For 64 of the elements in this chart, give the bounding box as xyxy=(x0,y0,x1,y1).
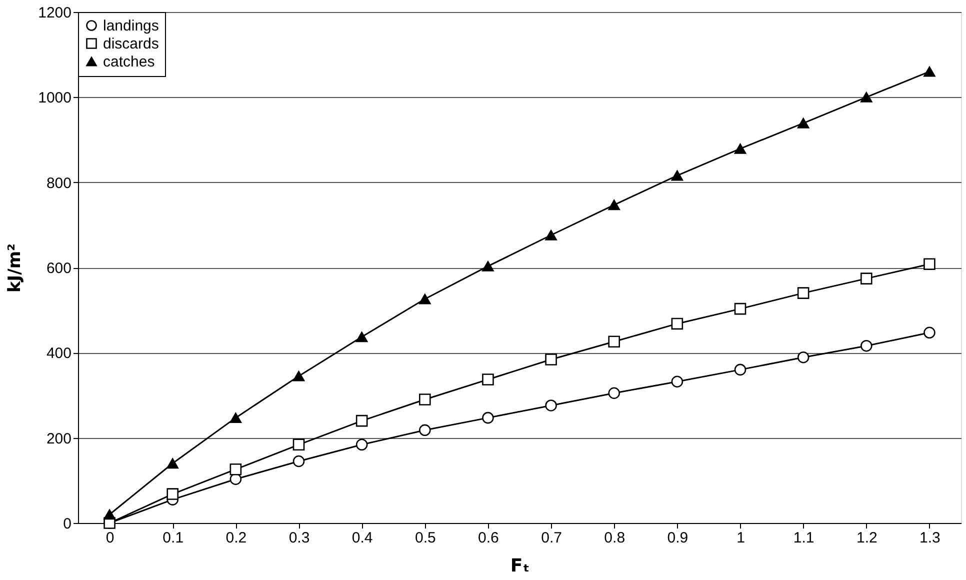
y-axis-title: kJ/m² xyxy=(5,244,26,292)
x-tick-label: 1.1 xyxy=(793,530,814,546)
point xyxy=(356,414,368,427)
point xyxy=(104,509,116,520)
point xyxy=(419,424,431,436)
point xyxy=(797,287,810,299)
point xyxy=(482,412,494,424)
x-tick-label: 0.8 xyxy=(604,530,626,546)
point xyxy=(671,376,684,388)
point xyxy=(797,118,810,128)
y-tick-label: 0 xyxy=(63,516,72,532)
point xyxy=(608,336,620,348)
x-tick-label: 0.4 xyxy=(352,530,373,546)
point xyxy=(608,200,620,210)
point xyxy=(860,272,872,284)
point xyxy=(292,370,305,382)
x-tick-label: 0.1 xyxy=(162,530,184,546)
point xyxy=(230,463,242,476)
point xyxy=(797,351,810,364)
y-tick-label: 600 xyxy=(46,260,72,277)
y-tick-label: 1000 xyxy=(38,90,72,107)
point xyxy=(292,455,305,468)
point xyxy=(545,230,557,240)
point xyxy=(545,400,557,412)
x-tick-label: 0.6 xyxy=(478,530,499,546)
y-tick-label: 200 xyxy=(46,430,72,448)
x-tick-label: 0.7 xyxy=(541,530,562,546)
point xyxy=(292,438,305,451)
point xyxy=(356,332,368,342)
point xyxy=(924,326,936,339)
legend-label: catches xyxy=(103,54,155,70)
x-tick-label: 0.3 xyxy=(288,530,310,546)
y-tick-label: 1200 xyxy=(38,4,72,22)
x-tick-label: 1.2 xyxy=(856,530,878,546)
y-tick-label: 400 xyxy=(46,345,72,362)
point xyxy=(166,488,178,500)
point xyxy=(924,66,936,77)
point xyxy=(608,387,620,400)
point xyxy=(734,364,746,376)
point xyxy=(924,258,936,270)
y-tick-label: 800 xyxy=(46,174,72,192)
x-tick-label: 1 xyxy=(736,530,745,546)
point xyxy=(545,354,557,366)
point xyxy=(482,261,494,272)
point xyxy=(482,374,494,386)
x-tick-label: 0.9 xyxy=(667,530,688,546)
point xyxy=(230,412,242,424)
point xyxy=(356,438,368,451)
x-tick-label: 0.2 xyxy=(226,530,247,546)
point xyxy=(734,144,746,154)
point xyxy=(166,458,178,469)
legend-label: landings xyxy=(103,18,159,34)
point xyxy=(419,294,431,304)
point xyxy=(671,170,684,181)
point xyxy=(860,92,872,102)
legend-label: discards xyxy=(103,36,159,52)
point xyxy=(419,394,431,406)
x-tick-label: 0 xyxy=(106,530,114,546)
x-tick-label: 0.5 xyxy=(414,530,436,546)
x-axis-title: Fₜ xyxy=(510,556,530,576)
point xyxy=(734,302,746,315)
point xyxy=(671,318,684,330)
point xyxy=(860,340,872,352)
x-tick-label: 1.3 xyxy=(920,530,940,546)
